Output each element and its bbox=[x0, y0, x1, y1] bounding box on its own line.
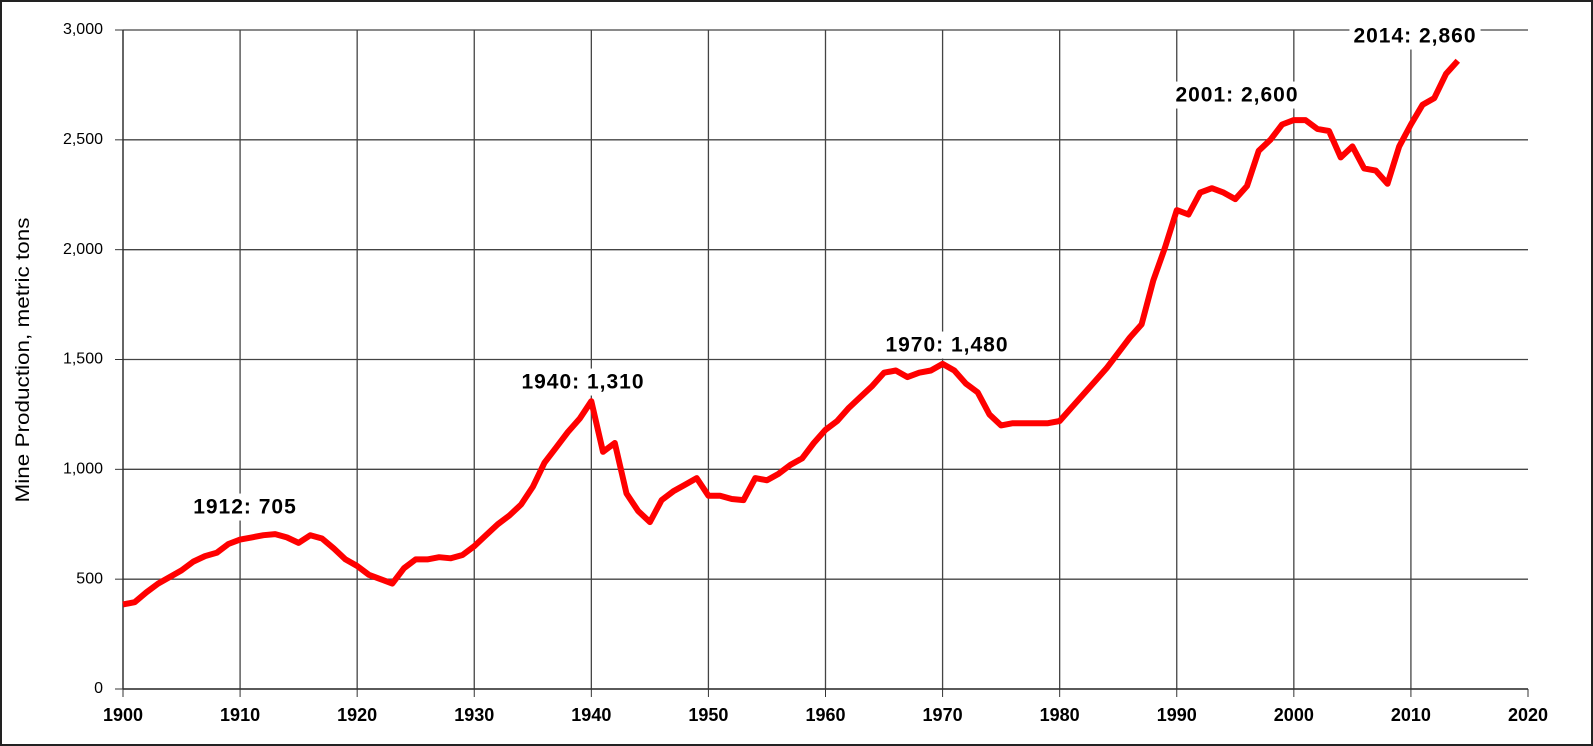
annotation-bg bbox=[189, 493, 301, 521]
annotation: 2014: 2,860 bbox=[1353, 25, 1476, 48]
annotation-bg bbox=[1171, 81, 1303, 109]
y-axis-label: Mine Production, metric tons bbox=[13, 218, 34, 503]
x-tick-label: 1950 bbox=[688, 705, 728, 725]
x-tick-label: 1920 bbox=[337, 705, 377, 725]
x-tick-label: 1980 bbox=[1040, 705, 1080, 725]
x-tick-label: 1900 bbox=[103, 705, 143, 725]
x-tick-label: 1990 bbox=[1157, 705, 1197, 725]
x-tick-label: 1940 bbox=[571, 705, 611, 725]
x-tick-label: 2000 bbox=[1274, 705, 1314, 725]
annotation: 1912: 705 bbox=[193, 496, 297, 519]
annotation: 1970: 1,480 bbox=[885, 334, 1008, 357]
annotation: 1940: 1,310 bbox=[521, 371, 644, 394]
data-line bbox=[122, 58, 1461, 608]
x-tick-label: 1960 bbox=[805, 705, 845, 725]
y-tick-label: 0 bbox=[94, 680, 103, 697]
x-tick-label: 2020 bbox=[1508, 705, 1548, 725]
x-tick-label: 2010 bbox=[1391, 705, 1431, 725]
x-tick-label: 1970 bbox=[923, 705, 963, 725]
y-tick-label: 2,000 bbox=[63, 241, 103, 258]
annotation-bg bbox=[1349, 22, 1481, 50]
y-tick-label: 1,500 bbox=[63, 351, 103, 368]
x-tick-label: 1910 bbox=[220, 705, 260, 725]
y-tick-label: 500 bbox=[76, 570, 103, 587]
annotation: 2001: 2,600 bbox=[1175, 84, 1298, 107]
x-tick-label: 1930 bbox=[454, 705, 494, 725]
y-tick-label: 2,500 bbox=[63, 131, 103, 148]
y-tick-label: 3,000 bbox=[63, 21, 103, 38]
y-tick-label: 1,000 bbox=[63, 461, 103, 478]
annotation-bg bbox=[881, 331, 1013, 359]
annotation-bg bbox=[517, 368, 649, 396]
